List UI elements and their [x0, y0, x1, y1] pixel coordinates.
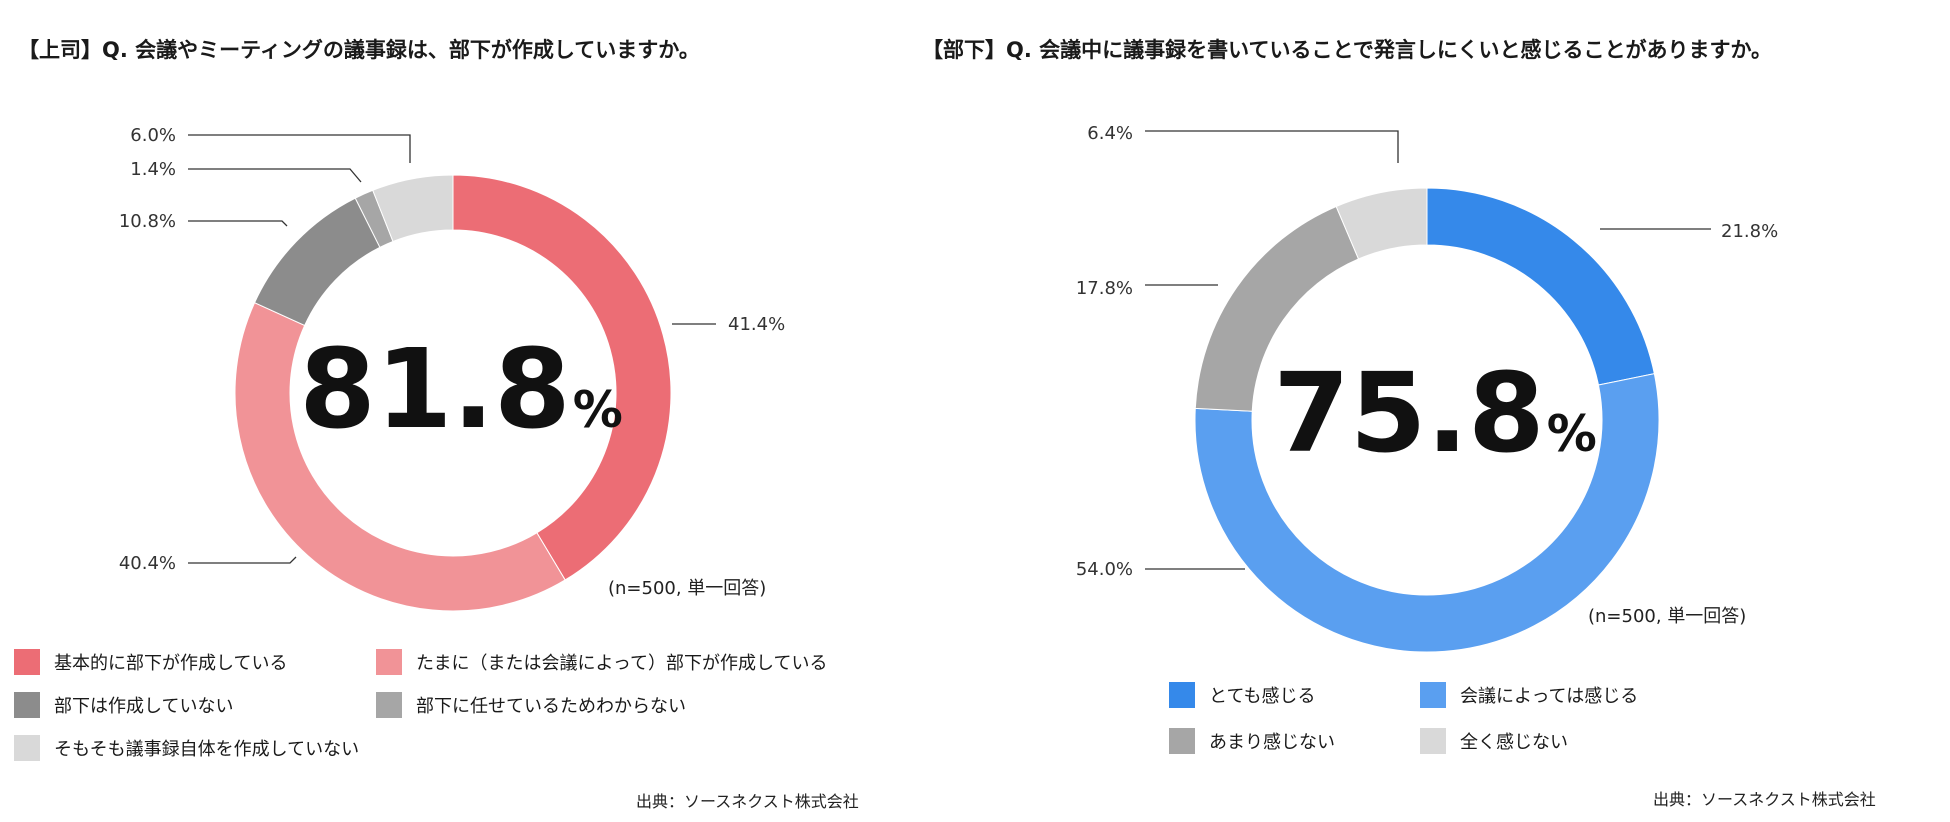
- donut-slice: [234, 302, 566, 612]
- legend-item: 部下は作成していない: [14, 692, 233, 718]
- legend-label: 基本的に部下が作成している: [54, 653, 288, 674]
- slice-value-label: 6.4%: [1087, 123, 1133, 144]
- slice-value-label: 41.4%: [728, 314, 785, 335]
- slice-value-label: 1.4%: [130, 159, 176, 180]
- leader-line: [188, 168, 362, 183]
- legend-item: たまに（または会議によって）部下が作成している: [376, 649, 827, 675]
- legend-swatch: [376, 649, 402, 675]
- donut-slice: [452, 174, 672, 581]
- legend-item: 基本的に部下が作成している: [14, 649, 287, 675]
- legend-swatch: [14, 692, 40, 718]
- donut-chart: 21.8% 54.0% 17.8% 6.4% 75.8%: [1076, 123, 1778, 653]
- leader-line: [188, 134, 411, 163]
- legend-swatch: [1169, 682, 1195, 708]
- center-value: 75.8: [1273, 349, 1544, 477]
- donut-slice: [372, 174, 454, 243]
- slice-value-label: 17.8%: [1076, 278, 1133, 299]
- source-credit: 出典：ソースネクスト株式会社: [636, 792, 859, 811]
- slice-value-label: 40.4%: [119, 553, 176, 574]
- leader-line: [188, 556, 297, 564]
- legend-label: あまり感じない: [1209, 732, 1335, 753]
- legend-item: 全く感じない: [1420, 728, 1568, 754]
- legend-swatch: [376, 692, 402, 718]
- slice-value-label: 10.8%: [119, 211, 176, 232]
- donut-chart: 41.4% 40.4% 10.8% 1.4% 6.0% 81.8%: [119, 125, 785, 612]
- slice-value-label: 21.8%: [1721, 221, 1778, 242]
- slice-value-label: 54.0%: [1076, 559, 1133, 580]
- chart-title: 【上司】Q. 会議やミーティングの議事録は、部下が作成していますか。: [18, 38, 700, 62]
- source-credit: 出典：ソースネクスト株式会社: [1653, 790, 1876, 809]
- legend-item: 部下に任せているためわからない: [376, 692, 686, 718]
- legend-label: 全く感じない: [1460, 732, 1568, 753]
- legend-swatch: [14, 649, 40, 675]
- donut-slice: [1194, 373, 1660, 653]
- slice-value-label: 6.0%: [130, 125, 176, 146]
- sample-note: (n=500, 単一回答): [608, 578, 767, 599]
- center-unit: %: [1547, 405, 1597, 463]
- legend-item: 会議によっては感じる: [1420, 682, 1638, 708]
- legend-swatch: [14, 735, 40, 761]
- legend-label: 部下に任せているためわからない: [416, 696, 686, 717]
- chart-panel-boss: 【上司】Q. 会議やミーティングの議事録は、部下が作成していますか。 41.4%…: [14, 38, 859, 811]
- leader-line: [1145, 130, 1399, 163]
- legend-swatch: [1420, 728, 1446, 754]
- center-value: 81.8: [299, 325, 570, 453]
- chart-panel-subordinate: 【部下】Q. 会議中に議事録を書いていることで発言しにくいと感じることがあります…: [922, 0, 1950, 822]
- legend-label: とても感じる: [1209, 686, 1316, 707]
- legend-item: とても感じる: [1169, 682, 1316, 708]
- chart-title: 【部下】Q. 会議中に議事録を書いていることで発言しにくいと感じることがあります…: [922, 38, 1773, 62]
- legend-item: そもそも議事録自体を作成していない: [14, 735, 359, 761]
- legend-item: あまり感じない: [1169, 728, 1335, 754]
- legend-label: 部下は作成していない: [54, 696, 234, 717]
- legend-label: たまに（または会議によって）部下が作成している: [416, 653, 828, 674]
- legend-swatch: [1169, 728, 1195, 754]
- center-unit: %: [573, 381, 623, 439]
- legend-label: そもそも議事録自体を作成していない: [54, 739, 360, 760]
- sample-note: (n=500, 単一回答): [1588, 606, 1747, 627]
- legend-label: 会議によっては感じる: [1460, 686, 1639, 707]
- donut-slice: [253, 197, 381, 327]
- legend-swatch: [1420, 682, 1446, 708]
- leader-line: [188, 220, 288, 227]
- donut-slice: [1335, 187, 1428, 260]
